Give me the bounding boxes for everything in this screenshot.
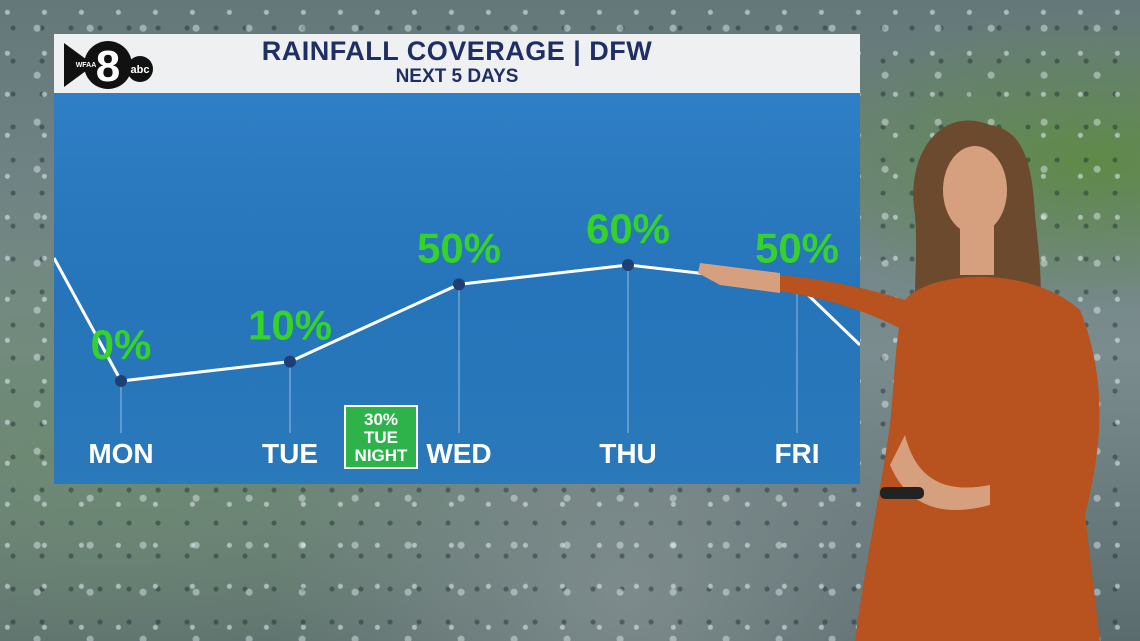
data-point-thu <box>622 259 634 271</box>
logo-eight-circle <box>84 41 132 89</box>
presenter-hand <box>698 263 780 293</box>
data-point-mon <box>115 375 127 387</box>
presenter-clicker <box>880 487 924 499</box>
logo-wfaa-text: WFAA <box>76 62 97 69</box>
tue-night-annotation: 30% TUE NIGHT <box>344 405 418 469</box>
presenter-face <box>943 146 1007 234</box>
annotation-day: TUE <box>364 428 398 447</box>
logo-play-shape <box>64 43 94 87</box>
presenter-sleeve <box>778 275 920 340</box>
presenter-neck <box>960 225 994 275</box>
logo-eight-text: 8 <box>96 42 120 91</box>
data-point-wed <box>453 278 465 291</box>
data-point-tue <box>284 355 296 368</box>
presenter-dress <box>855 276 1100 641</box>
value-label-fri: 50% <box>755 224 839 271</box>
chart-title: RAINFALL COVERAGE | DFW <box>261 36 653 66</box>
category-label-tue: TUE <box>262 438 318 469</box>
annotation-time: NIGHT <box>354 446 408 465</box>
station-logo: 8 WFAA abc <box>64 41 153 91</box>
logo-abc-circle <box>127 56 153 82</box>
value-label-mon: 0% <box>91 321 152 368</box>
logo-abc-text: abc <box>131 64 150 76</box>
chart-panel: 8 WFAA abc RAINFALL COVERAGE | DFW NEXT … <box>54 34 860 484</box>
chart-header: 8 WFAA abc RAINFALL COVERAGE | DFW NEXT … <box>54 34 860 93</box>
category-label-mon: MON <box>88 438 153 469</box>
plot-area: 0% 10% 50% 60% 50% MON TUE WED THU FRI 30% TUE N… <box>54 93 860 484</box>
category-label-fri: FRI <box>774 438 819 469</box>
annotation-percent: 30% <box>363 410 399 429</box>
category-label-thu: THU <box>599 438 657 469</box>
chart-subtitle: NEXT 5 DAYS <box>395 66 519 87</box>
value-label-tue: 10% <box>248 302 332 349</box>
value-label-wed: 50% <box>417 224 501 271</box>
value-label-thu: 60% <box>586 205 670 252</box>
category-label-wed: WED <box>426 438 491 469</box>
presenter-figure <box>698 120 1100 641</box>
